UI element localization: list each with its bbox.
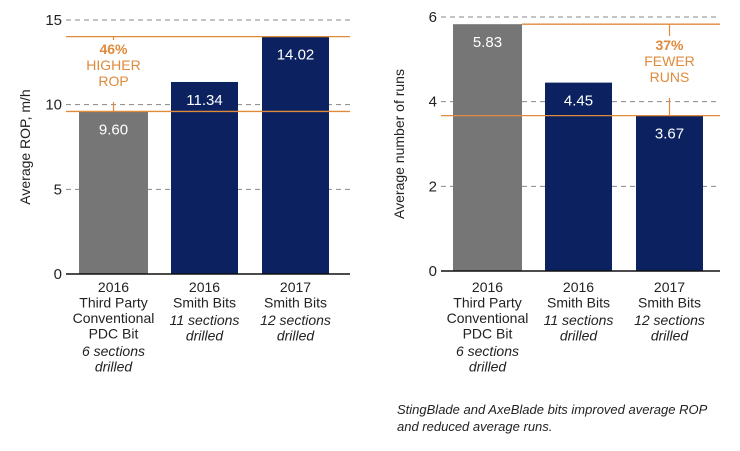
- figure-caption: StingBlade and AxeBlade bits improved av…: [397, 402, 707, 434]
- rop-category-note: 12 sections: [260, 312, 331, 328]
- runs-category-note: drilled: [560, 328, 599, 344]
- runs-category-label: Third Party: [453, 295, 521, 311]
- rop-category-label: Third Party: [79, 295, 147, 311]
- runs-category-note: drilled: [651, 328, 690, 344]
- runs-category-label: 2016: [472, 279, 503, 295]
- rop-annotation-text: ROP: [98, 73, 128, 89]
- rop-bar: [171, 81, 238, 274]
- runs-category-label: PDC Bit: [463, 326, 513, 342]
- runs-annotation-text: FEWER: [644, 53, 695, 69]
- runs-annotation-text: 37%: [655, 37, 684, 53]
- runs-category-label: Smith Bits: [547, 295, 610, 311]
- runs-category-note: 11 sections: [544, 312, 614, 328]
- rop-category-note: 6 sections: [82, 343, 145, 359]
- rop-y-axis-label: Average ROP, m/h: [17, 89, 33, 204]
- runs-bar-value-label: 5.83: [473, 34, 502, 51]
- runs-category-label: Smith Bits: [638, 295, 701, 311]
- rop-category-note: 11 sections: [170, 312, 240, 328]
- rop-category-label: PDC Bit: [89, 326, 139, 342]
- runs-y-tick-label: 6: [429, 9, 437, 26]
- runs-bar: [545, 82, 612, 271]
- rop-bar: [79, 111, 148, 274]
- runs-y-tick-label: 2: [429, 178, 437, 195]
- rop-annotation-text: HIGHER: [86, 57, 140, 73]
- rop-bar-value-label: 11.34: [186, 92, 222, 109]
- runs-annotation-text: RUNS: [650, 69, 690, 85]
- runs-y-tick-label: 0: [429, 263, 437, 280]
- rop-bar: [262, 36, 329, 274]
- rop-category-label: Smith Bits: [264, 295, 327, 311]
- rop-category-label: Conventional: [73, 310, 155, 326]
- runs-bar-value-label: 3.67: [655, 126, 684, 143]
- rop-category-label: Smith Bits: [173, 295, 236, 311]
- rop-bar-value-label: 9.60: [99, 121, 128, 138]
- runs-category-label: 2017: [654, 279, 685, 295]
- rop-category-note: drilled: [186, 328, 225, 344]
- runs-category-note: 12 sections: [634, 312, 705, 328]
- rop-category-label: 2017: [280, 279, 311, 295]
- runs-bar: [636, 115, 703, 272]
- rop-y-tick-label: 15: [45, 12, 62, 29]
- runs-category-label: Conventional: [447, 310, 529, 326]
- runs-category-note: 6 sections: [456, 343, 519, 359]
- rop-category-label: 2016: [189, 279, 220, 295]
- runs-y-axis-label: Average number of runs: [391, 69, 407, 219]
- rop-y-tick-label: 10: [45, 97, 62, 114]
- runs-bar: [453, 24, 522, 271]
- rop-category-note: drilled: [95, 359, 134, 375]
- runs-y-tick-label: 4: [429, 94, 437, 111]
- rop-annotation-text: 46%: [99, 41, 128, 57]
- rop-bar-value-label: 14.02: [277, 47, 315, 64]
- runs-category-label: 2016: [563, 279, 594, 295]
- runs-bar-value-label: 4.45: [564, 93, 593, 110]
- rop-y-tick-label: 5: [54, 181, 62, 198]
- rop-category-note: drilled: [277, 328, 316, 344]
- rop-y-tick-label: 0: [54, 266, 62, 283]
- runs-category-note: drilled: [469, 359, 508, 375]
- rop-category-label: 2016: [98, 279, 129, 295]
